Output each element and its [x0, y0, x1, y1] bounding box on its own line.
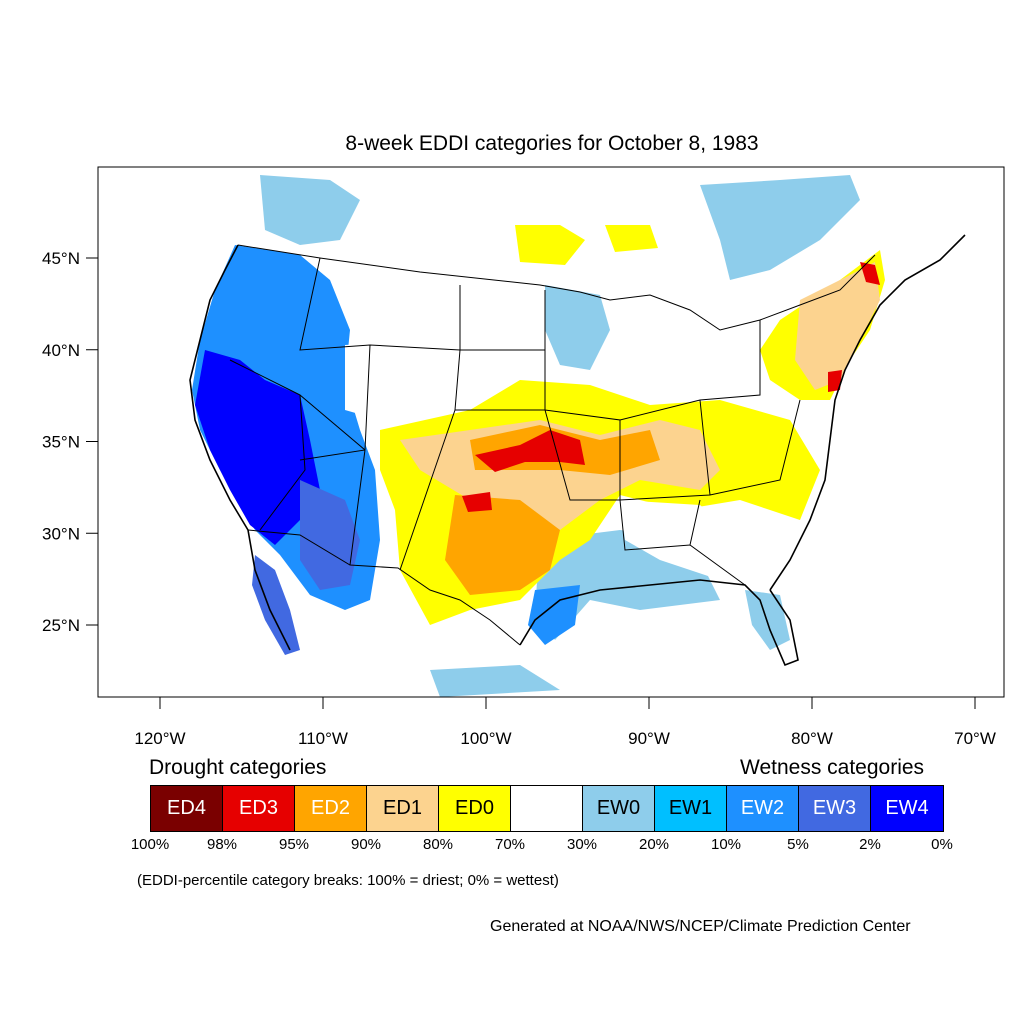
wet-region-texas-coast	[528, 585, 580, 645]
wet-region-canada-east	[700, 175, 860, 280]
y-tick-label: 35°N	[42, 433, 80, 452]
state-lines	[229, 257, 801, 586]
category-box-ew3: EW3	[799, 786, 871, 831]
drought-region-northeast-ed1	[795, 262, 880, 390]
wetness-legend-title: Wetness categories	[740, 756, 925, 779]
credit-line: Generated at NOAA/NWS/NCEP/Climate Predi…	[490, 918, 911, 935]
wet-region-west-core	[195, 350, 320, 545]
category-box-ed2: ED2	[295, 786, 367, 831]
category-box-ew1: EW1	[655, 786, 727, 831]
drought-region-canada-yellow	[515, 225, 585, 265]
drought-region-plains-ed3	[475, 430, 585, 472]
x-tick-label: 110°W	[298, 729, 348, 748]
wet-region-baja	[252, 555, 300, 655]
x-axis: 120°W 110°W 100°W 90°W 80°W 70°W	[134, 697, 996, 748]
neutral-region-rockies	[345, 340, 460, 420]
drought-region-canada-yellow-2	[605, 225, 658, 252]
page-title: 8-week EDDI categories for October 8, 19…	[345, 132, 759, 155]
east-coastline	[769, 234, 966, 591]
y-tick-label: 30°N	[42, 524, 80, 543]
y-tick-label: 45°N	[42, 249, 80, 268]
category-break-label: 5%	[787, 836, 809, 853]
x-tick-label: 90°W	[628, 729, 670, 748]
x-tick-label: 80°W	[791, 729, 833, 748]
category-break-label: 2%	[859, 836, 881, 853]
category-break-label: 70%	[494, 836, 526, 853]
category-break-label: 95%	[278, 836, 310, 853]
map-frame	[97, 166, 1005, 698]
category-box-neutral	[511, 786, 583, 831]
category-box-ed3: ED3	[223, 786, 295, 831]
drought-region-nyc-ed3	[828, 370, 842, 392]
drought-region-ok-ed3	[462, 492, 492, 512]
drought-region-plains-ed2	[445, 495, 560, 595]
x-tick-label: 70°W	[954, 729, 996, 748]
category-break-label: 80%	[422, 836, 454, 853]
category-box-ew2: EW2	[727, 786, 799, 831]
category-box-ew4: EW4	[871, 786, 943, 831]
category-box-ew0: EW0	[583, 786, 655, 831]
category-break-label: 90%	[350, 836, 382, 853]
drought-region-maine-ed3	[860, 262, 880, 285]
category-break-label: 10%	[710, 836, 742, 853]
category-break-label: 30%	[566, 836, 598, 853]
y-tick-label: 40°N	[42, 341, 80, 360]
wet-region-north-central	[260, 175, 360, 245]
category-colorbar: ED4 ED3 ED2 ED1 ED0 EW0 EW1 EW2 EW3 EW4	[150, 785, 944, 832]
y-axis: 45°N 40°N 35°N 30°N 25°N	[42, 249, 98, 635]
wet-region-mexico	[430, 665, 560, 697]
category-box-ed1: ED1	[367, 786, 439, 831]
x-tick-label: 120°W	[134, 729, 185, 748]
wet-region-midwest	[545, 285, 610, 370]
us-canada-border	[237, 244, 876, 331]
map-field	[192, 175, 885, 697]
category-break-label: 100%	[130, 836, 170, 853]
us-mexico-border	[247, 529, 521, 646]
category-break-label: 20%	[638, 836, 670, 853]
y-tick-label: 25°N	[42, 616, 80, 635]
west-coastline	[189, 244, 291, 651]
category-note: (EDDI-percentile category breaks: 100% =…	[137, 872, 559, 889]
x-tick-label: 100°W	[460, 729, 511, 748]
category-break-label: 0%	[931, 836, 953, 853]
category-box-ed4: ED4	[151, 786, 223, 831]
drought-legend-title: Drought categories	[149, 756, 327, 779]
boundaries	[189, 234, 966, 667]
category-break-label: 98%	[206, 836, 238, 853]
category-box-ed0: ED0	[439, 786, 511, 831]
